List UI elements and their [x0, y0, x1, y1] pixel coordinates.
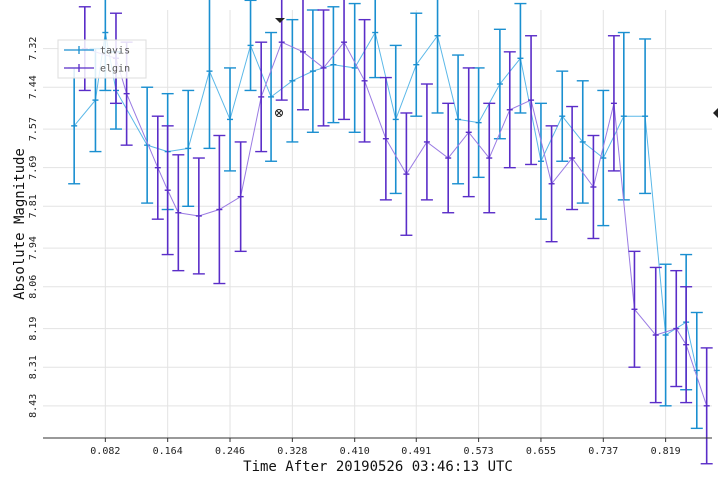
data-point[interactable]	[317, 9, 330, 127]
legend-item-elgin[interactable]: elgin	[64, 64, 130, 75]
x-tick-label: 0.573	[464, 446, 494, 457]
data-point[interactable]	[172, 154, 185, 272]
data-point[interactable]	[556, 70, 569, 162]
plot-background	[43, 10, 712, 438]
y-tick-label: 7.69	[28, 156, 39, 180]
data-point[interactable]	[659, 263, 672, 407]
data-point[interactable]	[182, 89, 195, 208]
data-point[interactable]	[607, 35, 620, 172]
data-point[interactable]	[224, 67, 237, 172]
data-point[interactable]	[358, 18, 371, 143]
data-point[interactable]	[389, 44, 402, 195]
data-point[interactable]	[566, 105, 579, 211]
x-axis-title: Time After 20190526 03:46:13 UTC	[243, 459, 513, 475]
legend-item-tavis[interactable]: tavis	[64, 46, 130, 57]
crosshair-marker-icon	[275, 109, 283, 117]
series-elgin	[78, 0, 713, 465]
x-tick-label: 0.164	[153, 446, 183, 457]
data-point[interactable]	[192, 157, 205, 275]
data-point[interactable]	[442, 102, 455, 214]
series-tavis	[68, 0, 703, 430]
y-ticks: 7.32 7.44 7.57 7.69 7.81 7.94 8.06 8.19 8.31 8.43	[28, 37, 39, 418]
data-point[interactable]	[265, 31, 278, 162]
data-point[interactable]	[400, 112, 413, 236]
y-axis-title: Absolute Magnitude	[12, 148, 28, 300]
data-point[interactable]	[534, 102, 547, 220]
y-tick-label: 7.44	[28, 75, 39, 99]
data-point[interactable]	[483, 102, 496, 214]
data-point[interactable]	[379, 76, 392, 201]
data-point[interactable]	[452, 54, 465, 185]
x-tick-label: 0.819	[651, 446, 681, 457]
series-line	[73, 31, 698, 371]
data-point[interactable]	[410, 12, 423, 117]
data-point[interactable]	[234, 141, 247, 253]
data-point[interactable]	[338, 0, 351, 121]
data-point[interactable]	[649, 266, 662, 404]
y-tick-label: 8.06	[28, 275, 39, 299]
data-point[interactable]	[525, 35, 538, 166]
data-point[interactable]	[141, 86, 154, 204]
data-point[interactable]	[327, 6, 340, 124]
x-tick-label: 0.246	[215, 446, 245, 457]
x-ticks: 0.082 0.164 0.246 0.328 0.410 0.491 0.573 0.655…	[90, 438, 681, 457]
data-point[interactable]	[670, 269, 683, 388]
data-point[interactable]	[203, 0, 216, 150]
legend-label: tavis	[100, 46, 130, 57]
data-point[interactable]	[639, 38, 652, 195]
x-tick-label: 0.655	[526, 446, 556, 457]
data-point[interactable]	[244, 0, 257, 92]
data-point[interactable]	[680, 286, 693, 404]
data-point[interactable]	[275, 0, 288, 101]
data-point[interactable]	[420, 83, 433, 201]
data-point[interactable]	[493, 28, 506, 140]
x-tick-label: 0.737	[588, 446, 618, 457]
y-tick-label: 7.81	[28, 194, 39, 218]
data-point[interactable]	[306, 9, 319, 133]
data-point[interactable]	[514, 2, 527, 114]
data-point[interactable]	[690, 311, 703, 430]
y-tick-label: 7.94	[28, 236, 39, 260]
data-point[interactable]	[462, 67, 475, 198]
right-edge-marker-icon	[713, 108, 718, 118]
data-point[interactable]	[213, 134, 226, 285]
legend-label: elgin	[100, 64, 130, 75]
data-point[interactable]	[255, 41, 268, 153]
x-tick-label: 0.328	[277, 446, 307, 457]
data-point[interactable]	[151, 115, 164, 220]
data-point[interactable]	[545, 125, 558, 243]
data-point[interactable]	[369, 0, 382, 79]
y-tick-label: 8.31	[28, 355, 39, 379]
data-point[interactable]	[348, 2, 361, 133]
y-tick-label: 8.19	[28, 317, 39, 341]
y-tick-label: 8.43	[28, 394, 39, 418]
series-line	[84, 41, 708, 406]
data-point[interactable]	[576, 80, 589, 204]
data-point[interactable]	[296, 0, 309, 111]
y-tick-label: 7.32	[28, 37, 39, 61]
legend[interactable]: tavis elgin	[57, 39, 147, 79]
data-point[interactable]	[587, 134, 600, 240]
x-tick-label: 0.410	[340, 446, 370, 457]
series-layer	[68, 0, 713, 465]
legend-box	[57, 39, 147, 79]
data-point[interactable]	[503, 51, 516, 169]
top-marker-icon	[275, 18, 285, 23]
data-point[interactable]	[431, 0, 444, 114]
data-point[interactable]	[628, 250, 641, 368]
data-point[interactable]	[597, 89, 610, 227]
x-tick-label: 0.082	[90, 446, 120, 457]
data-point[interactable]	[161, 125, 174, 256]
x-tick-label: 0.491	[401, 446, 431, 457]
y-tick-label: 7.57	[28, 117, 39, 141]
data-point[interactable]	[286, 18, 299, 143]
data-point[interactable]	[700, 347, 713, 465]
